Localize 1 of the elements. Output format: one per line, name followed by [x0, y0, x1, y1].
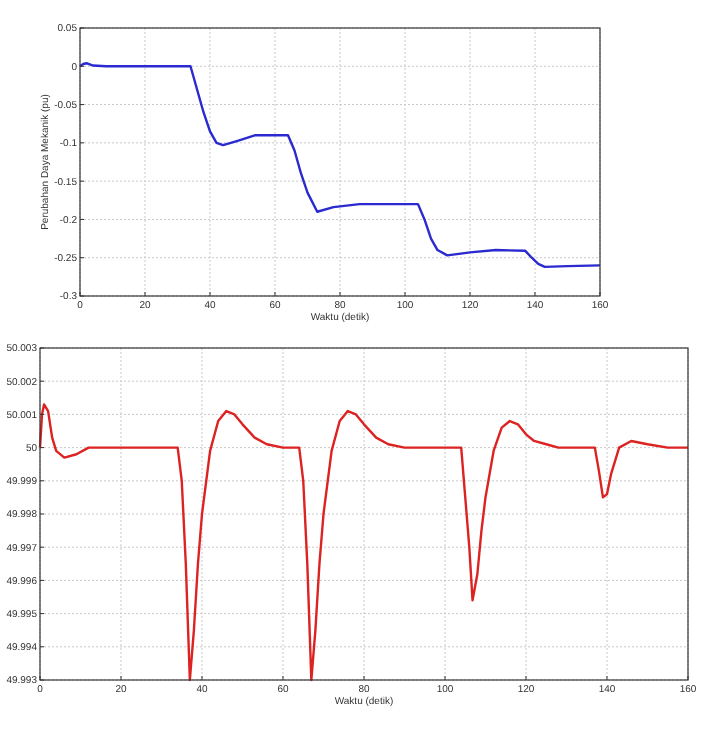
line-series: [78, 62, 602, 269]
